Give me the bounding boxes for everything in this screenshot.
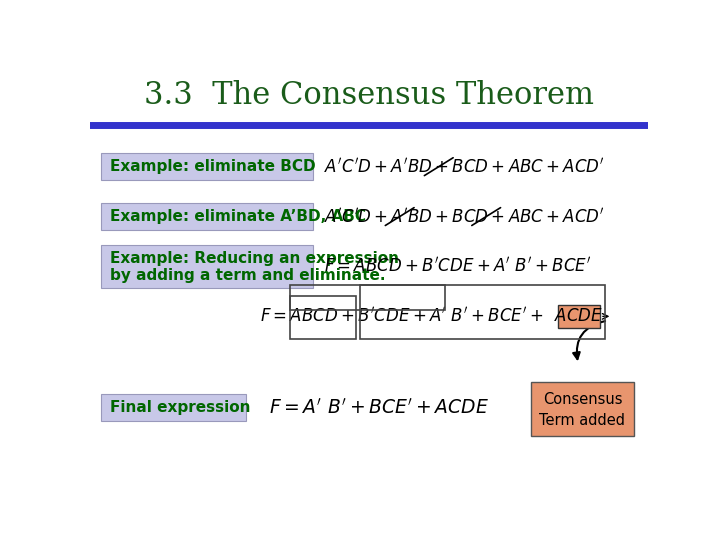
FancyBboxPatch shape [101, 153, 313, 180]
FancyBboxPatch shape [101, 394, 246, 421]
Bar [289, 285, 445, 310]
Text: Example: eliminate A’BD, ABC: Example: eliminate A’BD, ABC [109, 209, 366, 224]
Bar [359, 285, 605, 339]
Text: Term added: Term added [539, 413, 626, 428]
Text: Example: Reducing an expression: Example: Reducing an expression [109, 252, 399, 266]
Text: $ACDE$: $ACDE$ [554, 308, 603, 325]
FancyBboxPatch shape [101, 203, 313, 230]
Text: Final expression: Final expression [109, 400, 250, 415]
Text: by adding a term and eliminate.: by adding a term and eliminate. [109, 268, 385, 283]
Text: $A'C'D + A'BD + BCD + ABC + ACD'$: $A'C'D + A'BD + BCD + ABC + ACD'$ [324, 157, 606, 176]
Bar [531, 382, 634, 436]
Text: 3.3  The Consensus Theorem: 3.3 The Consensus Theorem [144, 80, 594, 111]
Text: Example: eliminate BCD: Example: eliminate BCD [109, 159, 315, 174]
Text: Consensus: Consensus [543, 392, 622, 407]
Text: $F = A'\ B'+BCE'+ACDE$: $F = A'\ B'+BCE'+ACDE$ [269, 398, 489, 418]
FancyBboxPatch shape [101, 245, 313, 288]
Bar [289, 295, 356, 339]
Text: $A'C'D + A'BD + BCD + ABC + ACD'$: $A'C'D + A'BD + BCD + ABC + ACD'$ [324, 207, 606, 226]
Text: $F = ABCD + B'CDE + A'\ B'+BCE'+$: $F = ABCD + B'CDE + A'\ B'+BCE'+$ [260, 307, 544, 326]
Text: $F = ABCD + B'CDE + A'\ B'+BCE'$: $F = ABCD + B'CDE + A'\ B'+BCE'$ [324, 257, 592, 276]
Bar [557, 305, 600, 328]
